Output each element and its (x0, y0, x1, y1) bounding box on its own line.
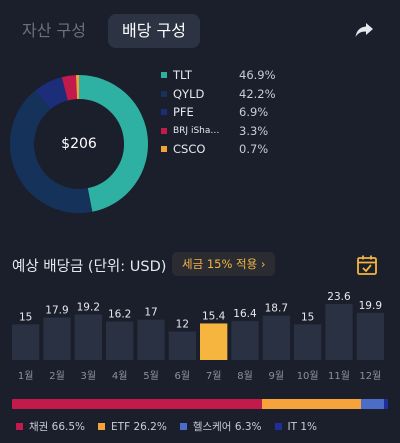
sector-legend-item: 채권 66.5% (16, 419, 85, 434)
month-tick-label: 9월 (269, 370, 285, 382)
month-bar[interactable] (12, 324, 40, 360)
sector-legend-item: IT 1% (274, 419, 318, 434)
monthly-dividend-bar-chart: 15 1월 17.9 2월 19.2 3월 16.2 4월 17 5월 12 6월 15.4 7월 16.4… (12, 291, 384, 382)
tax-applied-chip[interactable]: 세금 15% 적용 › (172, 252, 276, 276)
calendar-check-icon (357, 255, 377, 275)
month-bar[interactable] (168, 331, 196, 360)
legend-swatch (161, 90, 167, 97)
legend-name: PFE (173, 105, 194, 120)
donut-slice-pfe (35, 77, 69, 110)
month-value-label: 17.9 (45, 305, 68, 317)
legend-percent: 46.9% (239, 68, 276, 83)
month-value-label: 12 (176, 319, 189, 331)
legend-name: QYLD (173, 86, 205, 101)
legend-swatch (161, 146, 167, 153)
calendar-button[interactable] (356, 254, 378, 276)
month-tick-label: 11월 (328, 370, 350, 382)
month-bar[interactable] (262, 315, 290, 360)
legend-swatch (161, 127, 167, 134)
legend-item: BRJ iSha… 3.3% (161, 122, 361, 141)
holdings-donut-chart (10, 75, 148, 213)
sector-legend: 채권 66.5% ETF 26.2% 헬스케어 6.3% IT 1% (16, 419, 330, 434)
month-value-label: 19.2 (77, 301, 100, 313)
month-bar[interactable] (231, 321, 259, 360)
portfolio-total: $206 (61, 136, 97, 152)
dividend-section-title: 예상 배당금 (단위: USD) (12, 259, 167, 275)
sector-swatch (274, 423, 282, 430)
month-tick-label: 4월 (112, 370, 128, 382)
sector-percent: 26.2% (133, 420, 167, 433)
sector-segment (12, 399, 263, 409)
month-bar[interactable] (294, 324, 322, 360)
sector-label: 채권 (29, 421, 49, 433)
legend-percent: 6.9% (239, 105, 269, 120)
donut-slice-tlt (78, 75, 148, 212)
month-bar[interactable] (325, 304, 353, 360)
legend-item: QYLD 42.2% (161, 85, 361, 104)
sector-percent: 6.3% (234, 420, 262, 433)
month-tick-label: 3월 (81, 370, 97, 382)
month-bar[interactable] (43, 317, 71, 360)
legend-item: PFE 6.9% (161, 103, 361, 122)
month-value-label: 15.4 (202, 310, 226, 322)
sector-label: ETF (111, 420, 131, 433)
legend-percent: 42.2% (239, 86, 276, 101)
sector-label: IT (287, 420, 298, 433)
month-tick-label: 12월 (359, 370, 381, 382)
holdings-legend: TLT 46.9% QYLD 42.2% PFE 6.9% BRJ iSha… … (161, 66, 361, 159)
month-tick-label: 8월 (237, 370, 253, 382)
sector-swatch (98, 423, 106, 430)
tab-dividend-composition[interactable]: 배당 구성 (107, 14, 200, 48)
sector-segment (384, 399, 388, 409)
month-tick-label: 6월 (175, 370, 191, 382)
legend-swatch (161, 72, 167, 79)
month-tick-label: 5월 (143, 370, 159, 382)
sector-legend-item: 헬스케어 6.3% (179, 419, 262, 434)
legend-name: BRJ iSha… (173, 125, 220, 136)
tab-bar: 자산 구성 배당 구성 (8, 14, 200, 48)
donut-slice-brj-isha- (61, 75, 78, 101)
sector-stacked-bar (12, 399, 388, 409)
sector-percent: 66.5% (51, 420, 86, 433)
sector-segment (360, 399, 385, 409)
legend-name: TLT (173, 68, 192, 83)
month-tick-label: 10월 (297, 370, 319, 382)
sector-segment (262, 399, 361, 409)
month-value-label: 16.2 (108, 309, 131, 321)
legend-swatch (161, 109, 167, 116)
share-button[interactable] (352, 18, 376, 42)
month-tick-label: 1월 (18, 370, 34, 382)
month-tick-label: 7월 (206, 370, 222, 382)
sector-percent: 1% (300, 420, 318, 433)
month-tick-label: 2월 (49, 370, 65, 382)
tab-asset-composition[interactable]: 자산 구성 (22, 21, 86, 40)
month-value-label: 18.7 (265, 303, 288, 315)
legend-item: TLT 46.9% (161, 66, 361, 85)
month-bar[interactable] (106, 321, 134, 360)
month-value-label: 16.4 (233, 308, 257, 320)
sector-swatch (179, 423, 187, 430)
legend-name: CSCO (173, 142, 206, 157)
month-bar[interactable] (356, 312, 384, 360)
sector-label: 헬스케어 (192, 421, 232, 433)
legend-percent: 3.3% (239, 123, 269, 138)
month-value-label: 19.9 (359, 300, 382, 312)
legend-percent: 0.7% (239, 142, 269, 157)
sector-legend-item: ETF 26.2% (98, 419, 167, 434)
share-arrow-icon (355, 23, 373, 37)
month-bar[interactable] (74, 314, 102, 360)
month-value-label: 23.6 (327, 291, 351, 303)
month-value-label: 17 (144, 307, 157, 319)
month-bar[interactable] (200, 323, 228, 360)
month-value-label: 15 (301, 311, 314, 323)
legend-item: CSCO 0.7% (161, 140, 361, 159)
month-value-label: 15 (19, 311, 32, 323)
sector-swatch (16, 423, 23, 430)
donut-slice-qyld (10, 90, 93, 213)
month-bar[interactable] (137, 319, 165, 360)
